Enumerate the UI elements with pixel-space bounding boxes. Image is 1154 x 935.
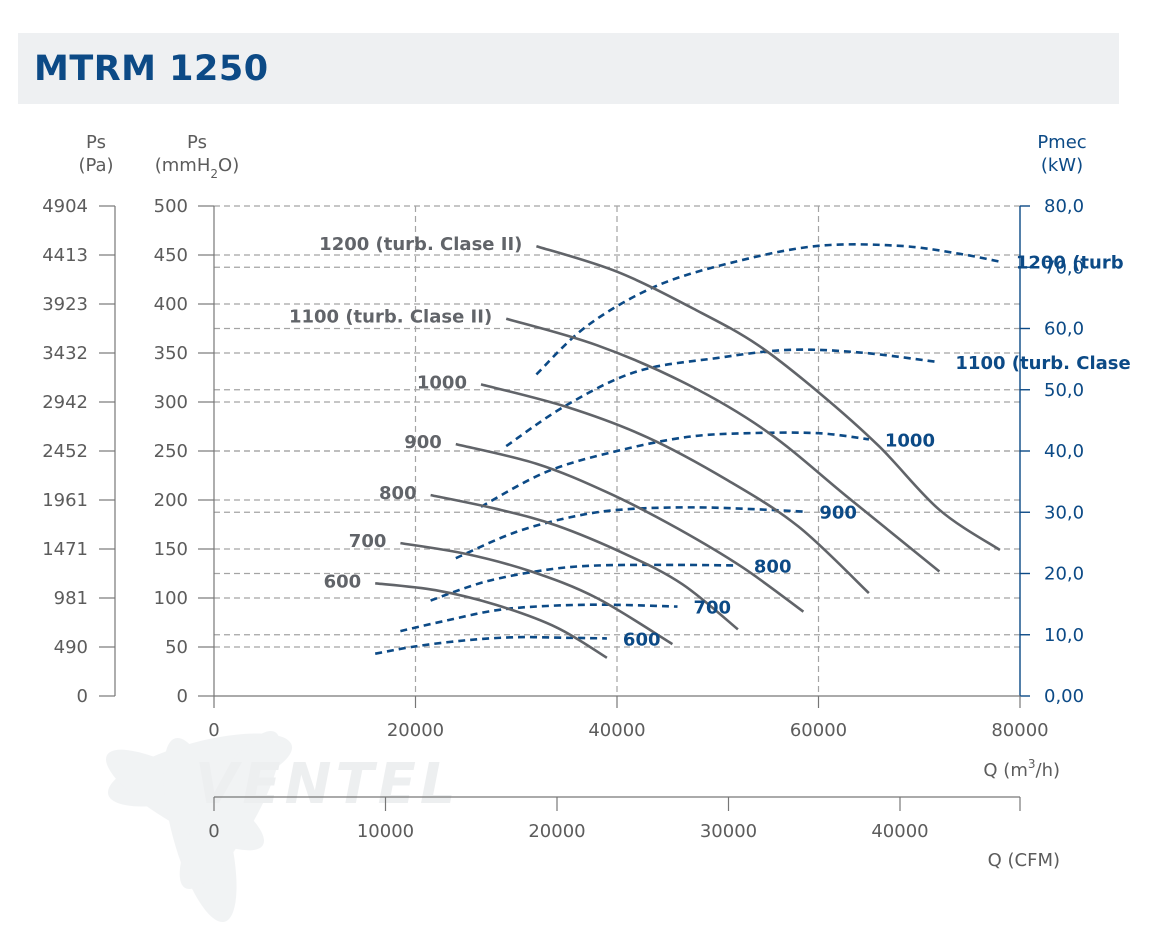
power-curve-1000 <box>480 431 870 508</box>
axis-pa-tick-label: 490 <box>54 637 88 658</box>
axis-m3h-label-suffix: /h) <box>1036 760 1061 781</box>
axis-kw-unit: (kW) <box>1041 155 1083 176</box>
axis-m3h-tick-label: 20000 <box>387 720 444 741</box>
power-label-1100: 1100 (turb. Clase <box>955 353 1130 374</box>
axis-mmh2o-tick-label: 250 <box>154 441 188 462</box>
axis-kw-tick-label: 60,0 <box>1044 319 1084 340</box>
power-curve-1100 <box>505 348 940 448</box>
axis-kw-tick-label: 0,00 <box>1044 686 1084 707</box>
axis-mmh2o-tick-label: 200 <box>154 490 188 511</box>
power-label-900: 900 <box>819 503 857 524</box>
power-label-1000: 1000 <box>885 430 935 451</box>
axis-pa-tick-label: 3432 <box>42 343 88 364</box>
page-title: MTRM 1250 <box>34 49 269 89</box>
pressure-label-1100: 1100 (turb. Clase II) <box>289 307 492 328</box>
axis-mmh2o-tick-label: 150 <box>154 539 188 560</box>
power-label-700: 700 <box>693 598 731 619</box>
axis-m3h-label-sup: 3 <box>1028 757 1036 771</box>
axis-cfm-tick-label: 30000 <box>700 821 757 842</box>
pressure-label-600: 600 <box>324 571 362 592</box>
axis-kw-tick-label: 30,0 <box>1044 502 1084 523</box>
pressure-label-1000: 1000 <box>417 372 467 393</box>
pressure-curve-900 <box>455 442 805 613</box>
pressure-label-1200: 1200 (turb. Clase II) <box>319 234 522 255</box>
axis-mmh2o-tick-label: 50 <box>165 637 188 658</box>
axis-pa-tick-label: 1471 <box>42 539 88 560</box>
pressure-curves <box>375 244 1001 659</box>
axis-mmh2o-tick-label: 450 <box>154 245 188 266</box>
axis-m3h-tick-label: 40000 <box>588 720 645 741</box>
axis-mmh2o-tick-label: 350 <box>154 343 188 364</box>
axis-kw-label: Pmec <box>1037 132 1086 153</box>
title-band: MTRM 1250 <box>18 33 1119 104</box>
axis-pa-tick-label: 4413 <box>42 245 88 266</box>
axis-m3h-tick-label: 60000 <box>790 720 847 741</box>
axis-cfm-tick-label: 0 <box>208 821 219 842</box>
axis-pa-label: Ps <box>86 132 106 153</box>
axis-pa-tick-label: 2452 <box>42 441 88 462</box>
axis-m3h-label-prefix: Q (m <box>983 760 1027 781</box>
pressure-curve-700 <box>400 541 674 646</box>
axis-cfm-tick-label: 10000 <box>357 821 414 842</box>
axis-kw-tick-label: 50,0 <box>1044 380 1084 401</box>
axes: 4904 4413 3923 3432 2942 2452 1961 1471 981 490 0 5… <box>42 196 1084 842</box>
axis-kw-tick-label: 10,0 <box>1044 625 1084 646</box>
power-label-600: 600 <box>623 629 661 650</box>
axis-mmh2o-tick-label: 0 <box>177 686 188 707</box>
watermark-text: VENTEL <box>195 752 460 817</box>
axis-pa-tick-label: 0 <box>77 686 88 707</box>
axis-mmh2o-unit-suffix: O) <box>218 155 239 176</box>
axis-pa-tick-label: 981 <box>54 588 88 609</box>
power-curve-1200 <box>535 243 1001 376</box>
watermark: VENTEL <box>105 730 460 923</box>
axis-pa-tick-label: 3923 <box>42 294 88 315</box>
power-curve-600 <box>374 635 607 655</box>
axis-kw-tick-label: 20,0 <box>1044 564 1084 585</box>
pressure-label-800: 800 <box>379 483 417 504</box>
pressure-curve-1200 <box>536 244 1001 552</box>
curve-labels: 600 700 800 900 1000 1100 (turb. Clase 1200 (t… <box>289 234 1131 650</box>
axis-cfm-tick-label: 40000 <box>871 821 928 842</box>
axis-pa-tick-label: 2942 <box>42 392 88 413</box>
axis-m3h-tick-label: 80000 <box>991 720 1048 741</box>
axis-mmh2o-tick-label: 500 <box>154 196 188 217</box>
axis-kw-tick-label: 70,0 <box>1044 257 1084 278</box>
power-curve-800 <box>430 563 738 602</box>
axis-mmh2o-tick-label: 100 <box>154 588 188 609</box>
pressure-label-900: 900 <box>404 432 442 453</box>
power-label-1200: 1200 (turb <box>1016 253 1124 274</box>
axis-mmh2o-unit-prefix: (mmH <box>155 155 211 176</box>
axis-m3h-tick-label: 0 <box>208 720 219 741</box>
axis-mmh2o-unit: (mmH2O) <box>155 155 239 181</box>
pressure-curve-1100 <box>505 317 941 573</box>
axis-pa-unit: (Pa) <box>78 155 113 176</box>
axis-mmh2o-label: Ps <box>187 132 207 153</box>
axis-mmh2o-unit-sub: 2 <box>210 167 218 181</box>
axis-pa-tick-label: 4904 <box>42 196 88 217</box>
axis-cfm-tick-label: 20000 <box>528 821 585 842</box>
axis-pa-tick-label: 1961 <box>42 490 88 511</box>
pressure-curve-800 <box>430 493 739 631</box>
axis-mmh2o-tick-label: 400 <box>154 294 188 315</box>
axis-kw-tick-label: 80,0 <box>1044 196 1084 217</box>
pressure-curve-600 <box>375 582 608 659</box>
power-curves <box>374 243 1001 655</box>
fan-icon <box>105 730 293 923</box>
pressure-label-700: 700 <box>349 531 387 552</box>
axis-kw-tick-label: 40,0 <box>1044 441 1084 462</box>
pressure-curve-1000 <box>480 383 870 595</box>
axis-mmh2o-tick-label: 300 <box>154 392 188 413</box>
power-curve-900 <box>455 506 804 560</box>
power-curve-700 <box>400 603 678 633</box>
axis-cfm-label: Q (CFM) <box>988 850 1060 871</box>
power-label-800: 800 <box>754 557 792 578</box>
axis-m3h-label: Q (m3/h) <box>983 757 1060 781</box>
